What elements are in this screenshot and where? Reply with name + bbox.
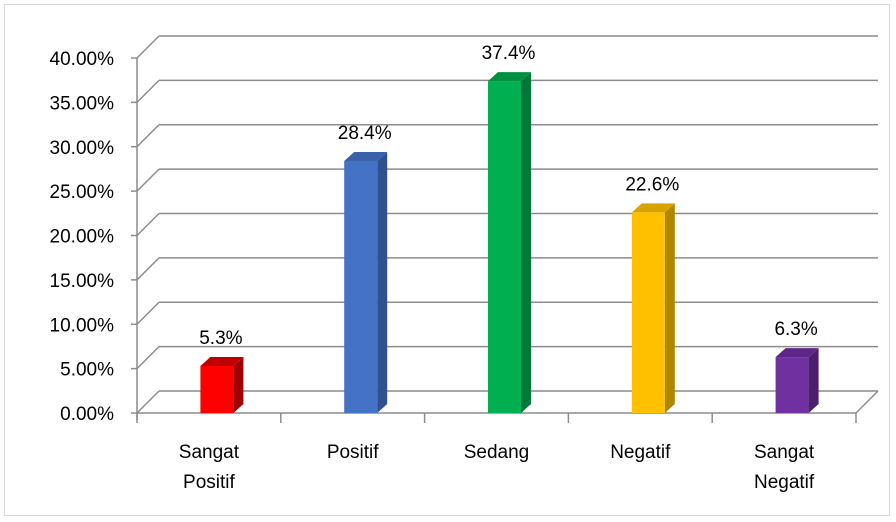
bar-side	[233, 356, 244, 413]
bar-top	[775, 348, 819, 358]
x-category-label: Negatif	[610, 442, 671, 463]
data-label: 6.3%	[774, 319, 817, 340]
data-label: 5.3%	[199, 328, 242, 349]
side-wall-gridline	[136, 257, 160, 281]
side-wall-gridline	[136, 79, 160, 103]
y-tick-label: 5.00%	[60, 360, 114, 381]
y-tick-label: 40.00%	[50, 49, 115, 70]
x-category-label: Positif	[183, 472, 235, 493]
y-tick-label: 25.00%	[50, 182, 115, 203]
bar-top	[631, 203, 675, 213]
y-tick-label: 10.00%	[50, 315, 115, 336]
bar-side	[808, 348, 819, 413]
y-tick-label: 35.00%	[50, 93, 115, 114]
chart-area	[4, 4, 890, 516]
bar-side	[521, 72, 531, 413]
side-wall-gridline	[136, 212, 160, 237]
side-wall-gridline	[136, 301, 160, 325]
side-wall-gridline	[136, 124, 160, 148]
data-label: 22.6%	[625, 174, 679, 195]
y-tick-label: 15.00%	[50, 271, 115, 292]
x-category-label: Sedang	[464, 442, 530, 463]
bar-top	[200, 356, 244, 366]
x-category-label: Positif	[327, 442, 379, 463]
side-wall-gridline	[136, 390, 160, 414]
side-wall-gridline	[136, 168, 160, 192]
bar	[775, 357, 809, 413]
bar	[344, 160, 378, 413]
bar-side	[664, 203, 675, 413]
side-wall-gridline	[136, 35, 160, 59]
y-tick-label: 20.00%	[50, 227, 115, 248]
x-category-label: Sangat	[179, 442, 240, 463]
bar-top	[488, 72, 531, 82]
x-category-label: Sangat	[754, 442, 815, 463]
data-label: 37.4%	[482, 43, 536, 64]
bar-side	[377, 151, 388, 413]
bar	[200, 365, 234, 413]
bar-top	[344, 151, 388, 161]
side-wall-gridline	[136, 346, 160, 370]
y-tick-label: 30.00%	[50, 138, 115, 159]
floor-right-edge	[855, 390, 879, 414]
bar	[488, 81, 521, 413]
x-category-label: Negatif	[754, 472, 815, 493]
data-label: 28.4%	[338, 123, 392, 144]
y-tick-label: 0.00%	[60, 404, 114, 425]
bar	[631, 212, 665, 413]
